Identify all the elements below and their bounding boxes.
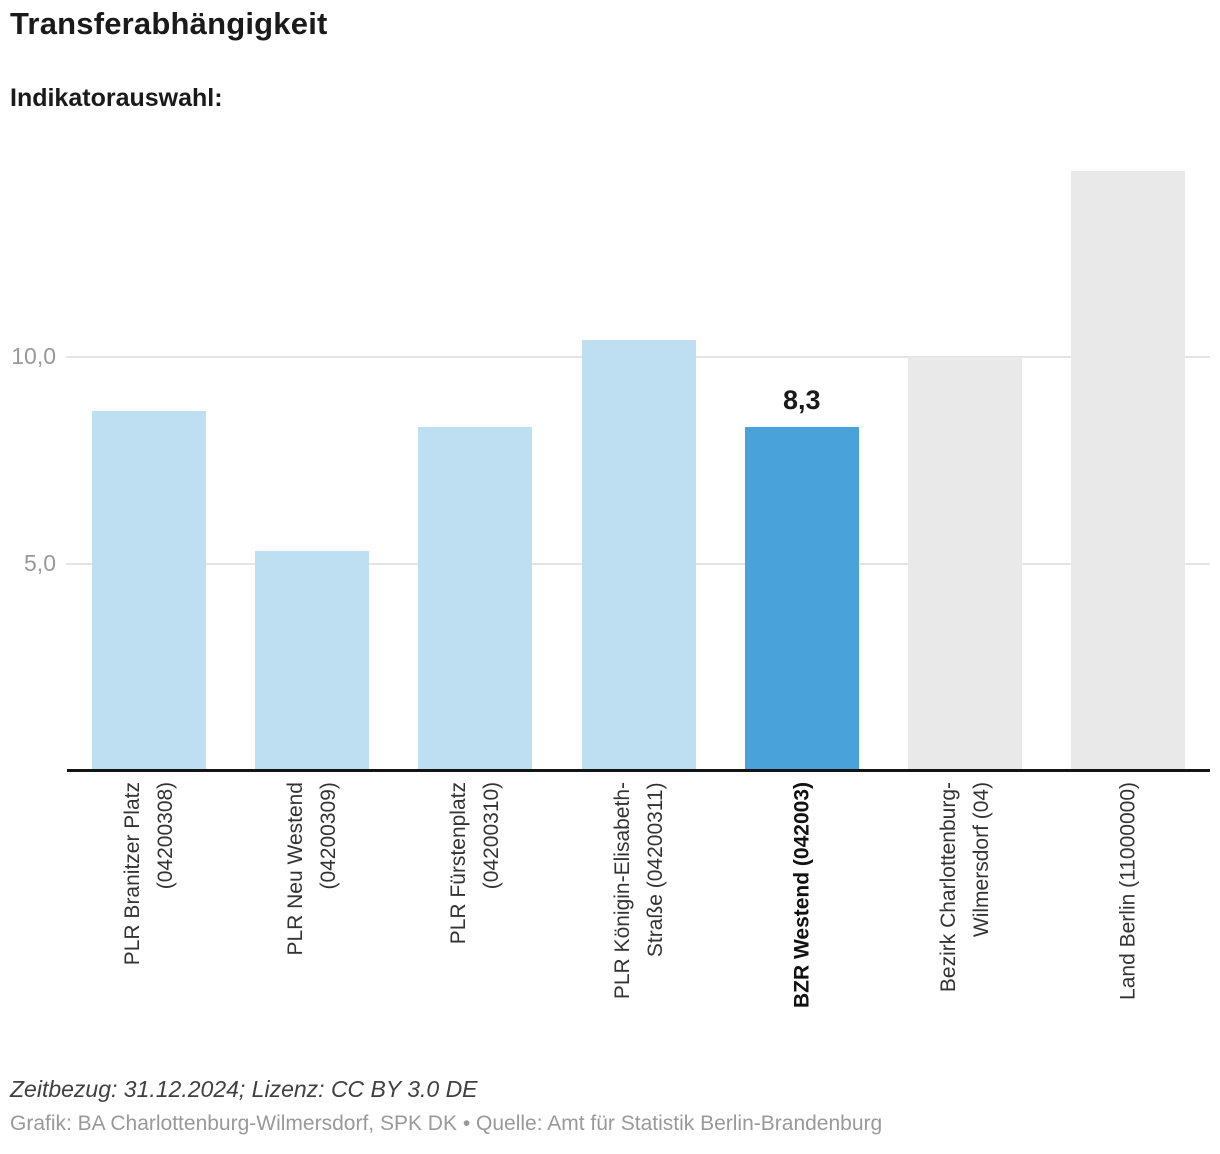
bar-1[interactable] [92, 411, 206, 770]
indicator-selection-label: Indikatorauswahl: [10, 84, 223, 112]
category-label-6: Bezirk Charlottenburg- Wilmersdorf (04) [937, 782, 993, 993]
category-label-1: PLR Branitzer Platz (04200308) [121, 782, 177, 966]
y-tick-label: 10,0 [11, 343, 56, 369]
bar-6[interactable] [908, 357, 1022, 770]
bar-4[interactable] [582, 340, 696, 770]
y-tick-label: 5,0 [24, 549, 56, 576]
value-label-highlighted-bar: 8,3 [783, 385, 821, 416]
bar-5[interactable] [745, 427, 859, 770]
footer-source-credit: Grafik: BA Charlottenburg-Wilmersdorf, S… [10, 1112, 883, 1135]
bar-2[interactable] [255, 551, 369, 770]
category-label-3: PLR Fürstenplatz (04200310) [447, 782, 503, 945]
category-label-7: Land Berlin (11000000) [1116, 782, 1140, 1000]
bar-3[interactable] [418, 427, 532, 770]
bar-7[interactable] [1071, 171, 1185, 770]
page-title: Transferabhängigkeit [10, 6, 328, 41]
bar-chart: 5,0 10,0 PLR Branitzer Platz (04200308) PL… [11, 171, 1210, 1009]
x-axis-line [67, 769, 1210, 772]
category-label-2: PLR Neu Westend (04200309) [284, 782, 340, 956]
category-label-5: BZR Westend (042003) [790, 782, 814, 1009]
footer-license-note: Zeitbezug: 31.12.2024; Lizenz: CC BY 3.0… [10, 1076, 478, 1102]
category-label-4: PLR Königin-Elisabeth- Straße (04200311) [611, 782, 667, 1000]
